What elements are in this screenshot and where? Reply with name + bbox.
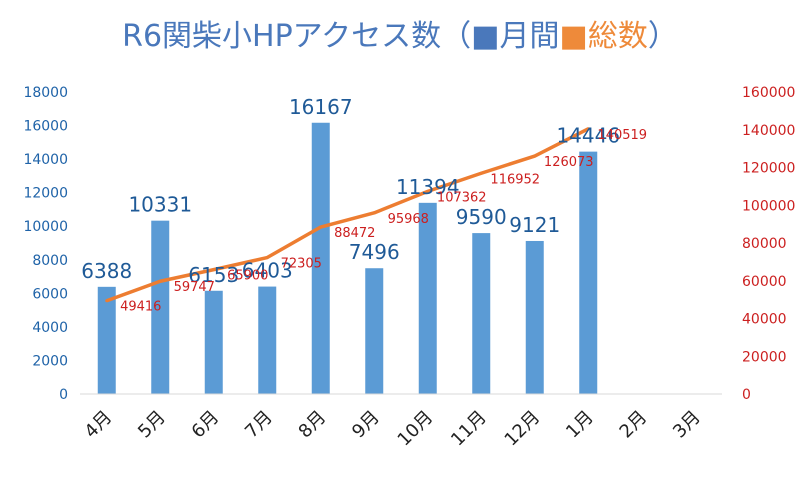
left-tick-label: 12000 (23, 186, 68, 202)
left-tick-label: 4000 (32, 320, 68, 336)
legend-total-icon: ■ (560, 19, 588, 54)
bar (525, 240, 544, 394)
legend-monthly-label: 月間 (500, 19, 560, 54)
line-value-label: 140519 (597, 128, 647, 143)
bar-labels: 6388 10331 6153 6403 16167 7496 11394 9590 9121 1… (81, 95, 620, 287)
x-axis: 4月 5月 6月 7月 8月 9月 10月 11月 12月 1月 2月 3月 (80, 393, 722, 451)
left-tick-label: 8000 (32, 253, 68, 269)
line-value-label: 107362 (437, 190, 487, 205)
bar (151, 220, 170, 394)
right-tick-label: 20000 (742, 349, 787, 365)
line-point (426, 189, 430, 193)
bar-value-label: 6388 (81, 259, 132, 283)
left-tick-label: 2000 (32, 353, 68, 369)
bar-value-label: 9121 (509, 213, 560, 237)
bar (365, 268, 384, 394)
left-tick-label: 14000 (23, 152, 68, 168)
line-series (105, 127, 590, 303)
legend-total-label: 総数 (588, 19, 648, 54)
line-point (586, 127, 590, 131)
bar-value-label: 9590 (456, 205, 507, 229)
line-point (105, 299, 109, 303)
line-point (212, 268, 216, 272)
bar (258, 286, 277, 394)
left-axis: 0 2000 4000 6000 8000 10000 12000 14000 16000 180… (23, 85, 68, 403)
left-tick-label: 18000 (23, 85, 68, 101)
legend-monthly-icon: ■ (471, 19, 499, 54)
line-value-label: 72305 (281, 257, 322, 272)
x-tick-label: 12月 (501, 407, 545, 451)
right-tick-label: 100000 (742, 198, 795, 214)
chart-title: R6関柴小HPアクセス数（■月間■総数） (122, 19, 678, 54)
right-tick-label: 160000 (742, 85, 795, 101)
line-value-label: 95968 (388, 212, 429, 227)
line-value-label: 59747 (174, 280, 215, 295)
bar (418, 202, 437, 394)
bar-value-label: 14446 (556, 124, 620, 148)
left-tick-label: 16000 (23, 119, 68, 135)
x-tick-label: 5月 (134, 407, 170, 443)
left-tick-label: 0 (59, 387, 68, 403)
left-tick-label: 10000 (23, 219, 68, 235)
line-point (158, 279, 162, 283)
right-tick-label: 140000 (742, 123, 795, 139)
bar (311, 122, 330, 395)
bars-series (97, 122, 598, 395)
line-value-label: 49416 (120, 300, 161, 315)
line-point (533, 154, 537, 158)
line-value-label: 126073 (544, 155, 594, 170)
x-tick-label: 4月 (81, 407, 117, 443)
bar-value-label: 7496 (349, 240, 400, 264)
bar (472, 233, 491, 394)
line-value-label: 65900 (227, 269, 268, 284)
x-tick-label: 3月 (669, 407, 705, 443)
x-tick-label: 10月 (394, 407, 438, 451)
x-tick-label: 6月 (188, 407, 224, 443)
x-tick-label: 8月 (295, 407, 331, 443)
x-tick-label: 9月 (348, 407, 384, 443)
right-tick-label: 40000 (742, 312, 787, 328)
right-tick-label: 0 (742, 387, 751, 403)
bar (97, 286, 116, 394)
bar (204, 290, 223, 394)
line-value-label: 88472 (334, 226, 375, 241)
x-tick-label: 1月 (562, 407, 598, 443)
bar-value-label: 6153 (188, 263, 239, 287)
bar-value-label: 16167 (289, 95, 353, 119)
line-point (319, 225, 323, 229)
line-point (372, 211, 376, 215)
bar-value-label: 6403 (242, 259, 293, 283)
bar-value-label: 10331 (128, 193, 192, 217)
right-tick-label: 80000 (742, 236, 787, 252)
total-line (106, 127, 590, 303)
x-tick-label: 7月 (241, 407, 277, 443)
left-tick-label: 6000 (32, 286, 68, 302)
line-value-label: 116952 (490, 172, 540, 187)
x-tick-label: 2月 (616, 407, 652, 443)
x-tick-label: 11月 (447, 407, 491, 451)
line-labels: 49416 59747 65900 72305 88472 95968 1073621169… (120, 128, 647, 315)
line-point (265, 256, 269, 260)
right-tick-label: 60000 (742, 274, 787, 290)
right-tick-label: 120000 (742, 161, 795, 177)
right-axis: 0 20000 40000 60000 80000 100000 120000 140000 1… (742, 85, 795, 403)
bar (579, 151, 598, 394)
line-point (479, 171, 483, 175)
bar-value-label: 11394 (396, 175, 460, 199)
